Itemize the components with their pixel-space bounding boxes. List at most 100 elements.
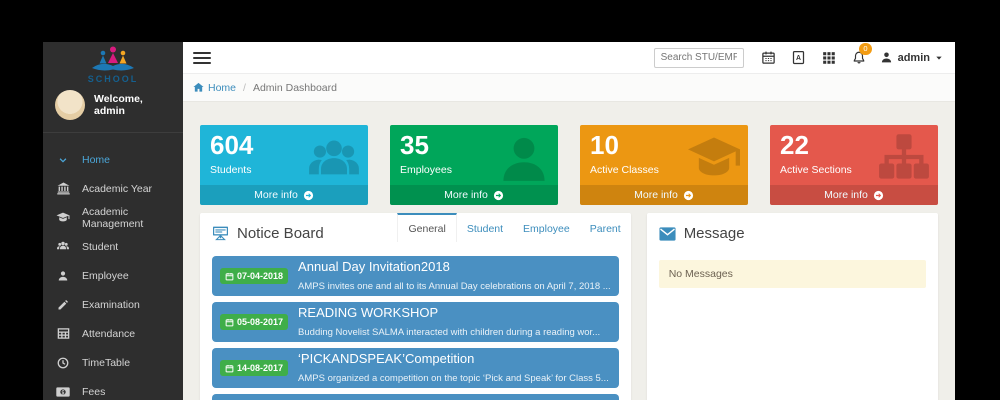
more-info-link[interactable]: More info: [200, 185, 368, 205]
message-panel: Message No Messages: [646, 213, 938, 400]
sidebar-item-fees[interactable]: Fees: [43, 377, 183, 400]
welcome-text: Welcome, admin: [94, 93, 143, 117]
sidebar-item-examination[interactable]: Examination: [43, 290, 183, 319]
table-icon: [56, 327, 70, 341]
breadcrumb-current: Admin Dashboard: [252, 81, 337, 94]
arrow-circle-right-icon: [683, 190, 693, 200]
more-info-label: More info: [444, 189, 488, 201]
grid-icon[interactable]: [814, 51, 844, 65]
notice-title: ‘PICKANDSPEAK’Competition: [298, 351, 475, 366]
notice-date-badge: 07-04-2018: [220, 268, 289, 284]
stat-label: Active Sections: [780, 163, 852, 176]
notice-item[interactable]: 07-04-2018 Annual Day Invitation2018 AMP…: [212, 256, 619, 296]
user-profile: Welcome, admin: [43, 84, 183, 133]
breadcrumb-home-label: Home: [208, 81, 237, 94]
no-messages-banner: No Messages: [658, 260, 926, 288]
sidebar-item-label: Examination: [82, 298, 140, 311]
sidebar-item-label: Fees: [82, 385, 106, 398]
arrow-circle-right-icon: [303, 190, 313, 200]
panel-title-text: Message: [683, 225, 745, 242]
search-input[interactable]: [653, 47, 744, 68]
arrow-circle-right-icon: [873, 190, 883, 200]
breadcrumb: Home / Admin Dashboard: [183, 74, 955, 102]
user-menu[interactable]: admin: [880, 51, 943, 64]
notice-board-title: Notice Board: [200, 213, 324, 250]
more-info-label: More info: [824, 189, 868, 201]
breadcrumb-separator: /: [243, 81, 246, 94]
calendar-icon: [225, 318, 234, 326]
calendar-icon[interactable]: [754, 50, 784, 65]
tab-parent[interactable]: Parent: [589, 223, 621, 235]
sidebar: SCHOOL Welcome, admin Home Academic Year: [43, 42, 183, 400]
notice-excerpt: AMPS invites one and all to its Annual D…: [298, 281, 611, 292]
main-area: A 0 admin Home /: [183, 42, 955, 400]
notification-badge: 0: [859, 43, 872, 55]
tab-employee[interactable]: Employee: [523, 223, 570, 235]
more-info-link[interactable]: More info: [390, 185, 558, 205]
topbar: A 0 admin: [183, 42, 955, 74]
graduation-cap-icon: [56, 211, 70, 225]
hamburger-menu-icon[interactable]: [193, 49, 211, 67]
sidebar-item-label: Attendance: [82, 327, 136, 340]
notice-title: READING WORKSHOP: [298, 305, 439, 320]
sidebar-item-academic-year[interactable]: Academic Year: [43, 174, 183, 203]
sidebar-item-label: Academic Management: [82, 205, 144, 230]
app-window: SCHOOL Welcome, admin Home Academic Year: [43, 42, 955, 400]
user-name: admin: [897, 51, 930, 64]
avatar: [55, 90, 85, 120]
stat-label: Students: [210, 163, 252, 176]
sidebar-item-student[interactable]: Student: [43, 232, 183, 261]
stat-card-employees: 35 Employees More info: [390, 125, 558, 205]
sitemap-icon: [879, 134, 929, 179]
notice-title: Annual Day Invitation2018: [298, 259, 450, 274]
sidebar-item-attendance[interactable]: Attendance: [43, 319, 183, 348]
sidebar-item-label: Home: [82, 153, 111, 166]
sidebar-item-label: TimeTable: [82, 356, 131, 369]
stat-label: Employees: [400, 163, 452, 176]
chevron-down-icon: [56, 153, 70, 167]
breadcrumb-home-link[interactable]: Home: [193, 82, 236, 94]
tab-student[interactable]: Student: [466, 223, 504, 235]
sidebar-item-academic-management[interactable]: Academic Management: [43, 203, 183, 232]
stat-card-students: 604 Students More info: [200, 125, 368, 205]
bell-icon[interactable]: 0: [844, 43, 874, 65]
notice-item[interactable]: [212, 394, 619, 400]
clock-icon: [56, 356, 70, 370]
sidebar-item-home[interactable]: Home: [43, 145, 183, 174]
sidebar-item-label: Employee: [82, 269, 129, 282]
more-info-label: More info: [634, 189, 678, 201]
notice-tabs: General Student Employee Parent: [397, 213, 630, 242]
more-info-link[interactable]: More info: [770, 185, 938, 205]
sidebar-nav: Home Academic Year Academic Management S…: [43, 145, 183, 400]
stat-card-active-sections: 22 Active Sections More info: [770, 125, 938, 205]
person-icon: [503, 137, 545, 181]
arrow-circle-right-icon: [493, 190, 503, 200]
sidebar-item-employee[interactable]: Employee: [43, 261, 183, 290]
home-icon: [193, 82, 204, 92]
notice-item[interactable]: 14-08-2017 ‘PICKANDSPEAK’Competition AMP…: [212, 348, 619, 388]
stat-card-active-classes: 10 Active Classes More info: [580, 125, 748, 205]
stat-value: 604: [210, 130, 254, 160]
tab-general[interactable]: General: [397, 213, 457, 242]
user-icon: [881, 52, 891, 63]
language-icon[interactable]: A: [784, 50, 814, 65]
notice-item[interactable]: 05-08-2017 READING WORKSHOP Budding Nove…: [212, 302, 619, 342]
more-info-link[interactable]: More info: [580, 185, 748, 205]
panels-row: Notice Board General Student Employee Pa…: [200, 213, 938, 400]
sidebar-item-label: Student: [82, 240, 119, 253]
user-icon: [56, 269, 70, 283]
money-icon: [56, 385, 70, 399]
stat-value: 35: [400, 130, 429, 160]
notice-excerpt: Budding Novelist SALMA interacted with c…: [298, 327, 601, 338]
stat-value: 10: [590, 130, 619, 160]
users-icon: [56, 240, 70, 254]
stat-label: Active Classes: [590, 163, 659, 176]
notice-list: 07-04-2018 Annual Day Invitation2018 AMP…: [200, 250, 631, 400]
pencil-icon: [56, 298, 70, 312]
caret-down-icon: [936, 56, 942, 60]
stat-value: 22: [780, 130, 809, 160]
sidebar-item-timetable[interactable]: TimeTable: [43, 348, 183, 377]
dashboard-content: 604 Students More info 35 Employees More…: [183, 102, 955, 400]
notice-excerpt: AMPS organized a competition on the topi…: [298, 373, 609, 384]
